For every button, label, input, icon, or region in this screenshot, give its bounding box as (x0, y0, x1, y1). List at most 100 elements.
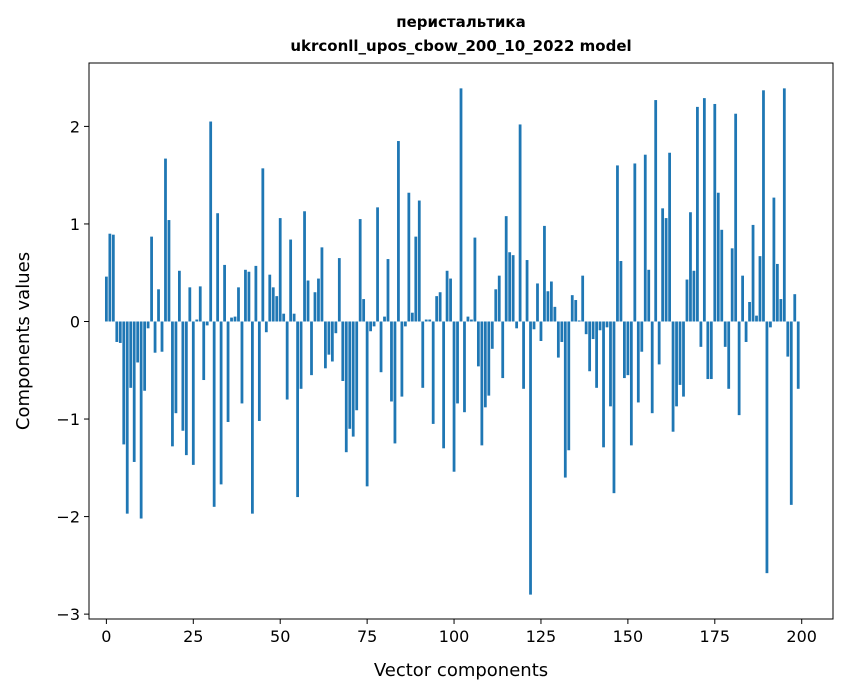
bar-9 (136, 321, 140, 363)
bar-195 (782, 88, 786, 322)
bar-133 (567, 321, 571, 451)
bar-156 (647, 269, 651, 322)
bar-147 (616, 165, 619, 322)
bars (104, 88, 800, 595)
bar-93 (428, 319, 432, 322)
bar-75 (365, 321, 369, 487)
x-tick-label: 25 (183, 627, 203, 646)
bar-128 (550, 281, 553, 322)
x-tick-label: 100 (439, 627, 470, 646)
bar-1 (108, 233, 112, 322)
bar-164 (675, 321, 678, 407)
x-axis-label: Vector components (374, 660, 548, 681)
bar-170 (696, 106, 699, 322)
bar-103 (463, 321, 466, 413)
bar-121 (525, 260, 529, 322)
bar-108 (480, 321, 484, 446)
bar-100 (452, 321, 456, 472)
bar-199 (796, 321, 800, 389)
bar-154 (640, 321, 644, 352)
bar-165 (678, 321, 682, 385)
bar-24 (188, 287, 192, 322)
bar-70 (348, 321, 352, 429)
bar-111 (490, 321, 494, 349)
bar-40 (244, 269, 247, 322)
bar-11 (143, 321, 147, 391)
x-tick-label: 200 (786, 627, 817, 646)
bar-196 (786, 321, 790, 357)
bar-6 (125, 321, 129, 514)
bar-115 (504, 216, 508, 322)
bar-107 (476, 321, 480, 367)
bar-58 (306, 280, 310, 322)
bar-87 (407, 192, 411, 322)
bar-73 (358, 219, 362, 322)
x-tick-label: 50 (270, 627, 290, 646)
bar-148 (619, 261, 623, 322)
bar-172 (702, 98, 706, 322)
bar-66 (334, 321, 338, 334)
bar-117 (511, 255, 515, 322)
bar-174 (709, 321, 713, 380)
bar-13 (150, 236, 153, 322)
bar-175 (713, 103, 717, 322)
bar-182 (737, 321, 741, 416)
bar-168 (689, 212, 692, 322)
bar-97 (442, 321, 446, 449)
bar-60 (313, 292, 317, 322)
bar-173 (706, 321, 710, 380)
bar-52 (285, 321, 289, 400)
bar-166 (682, 321, 685, 397)
bar-152 (633, 163, 637, 322)
bar-153 (636, 321, 640, 403)
bar-46 (264, 321, 268, 333)
bar-19 (171, 321, 174, 447)
bar-138 (584, 321, 588, 335)
bar-181 (734, 113, 738, 322)
bar-179 (727, 321, 731, 389)
bar-28 (202, 321, 206, 381)
x-tick-label: 0 (101, 627, 111, 646)
x-tick-label: 150 (613, 627, 644, 646)
bar-130 (556, 321, 560, 358)
bar-79 (379, 321, 383, 373)
bar-178 (723, 321, 727, 347)
bar-65 (330, 321, 334, 362)
bar-113 (497, 275, 501, 322)
bar-126 (543, 225, 546, 322)
bar-142 (598, 321, 602, 331)
bar-55 (296, 321, 299, 498)
bar-94 (431, 321, 435, 424)
y-tick-label: 1 (70, 215, 80, 234)
plot-frame (88, 62, 834, 620)
bar-7 (129, 321, 133, 388)
bar-96 (438, 292, 442, 322)
bar-161 (664, 218, 668, 322)
bar-53 (289, 239, 293, 322)
bar-191 (769, 321, 772, 328)
bar-37 (233, 316, 237, 322)
bar-95 (435, 296, 439, 322)
bar-3 (115, 321, 119, 342)
bar-57 (303, 211, 306, 322)
bar-29 (205, 321, 209, 326)
bar-67 (337, 258, 341, 322)
bar-12 (146, 321, 150, 329)
bar-185 (748, 301, 751, 322)
bar-78 (376, 207, 379, 322)
y-tick-label: −1 (56, 410, 80, 429)
bar-183 (741, 275, 744, 322)
bar-120 (522, 321, 525, 389)
bar-33 (219, 321, 223, 485)
bar-62 (320, 247, 324, 322)
bar-110 (487, 321, 491, 396)
bar-27 (198, 286, 202, 322)
bar-82 (390, 321, 393, 402)
bar-99 (449, 278, 452, 322)
bar-20 (174, 321, 178, 414)
bar-180 (730, 248, 734, 322)
bar-140 (591, 321, 595, 340)
bar-44 (257, 321, 261, 421)
bar-64 (327, 321, 331, 355)
bar-146 (612, 321, 616, 494)
